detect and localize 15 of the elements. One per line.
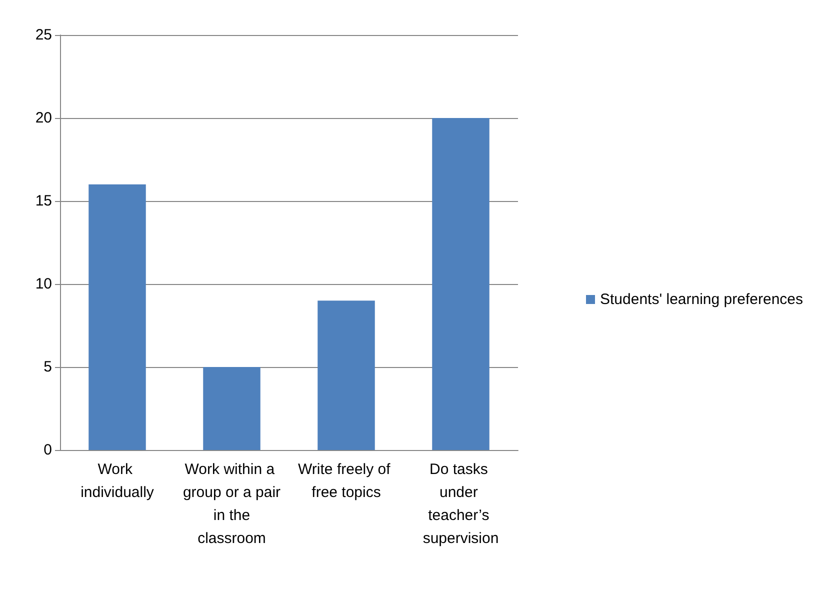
bar: [88, 184, 146, 450]
x-tick-label: Work individually: [80, 461, 154, 501]
bar: [318, 300, 375, 450]
x-tick-label: Do tasks under teacher’s supervision: [422, 461, 499, 547]
y-tick-label: 20: [35, 110, 52, 126]
y-tick-label: 0: [44, 442, 52, 458]
bar: [432, 118, 490, 450]
y-tick-label: 5: [44, 358, 52, 376]
y-tick-label: 25: [35, 26, 52, 44]
y-tick-label: 15: [35, 192, 52, 210]
legend-label: Students' learning preferences: [600, 291, 804, 308]
x-tick-label: Work within a group or a pair in the classroom: [182, 461, 281, 547]
bar: [203, 367, 260, 450]
x-tick-label: Write freely of free topics: [298, 461, 394, 501]
y-tick-label: 10: [35, 276, 52, 292]
